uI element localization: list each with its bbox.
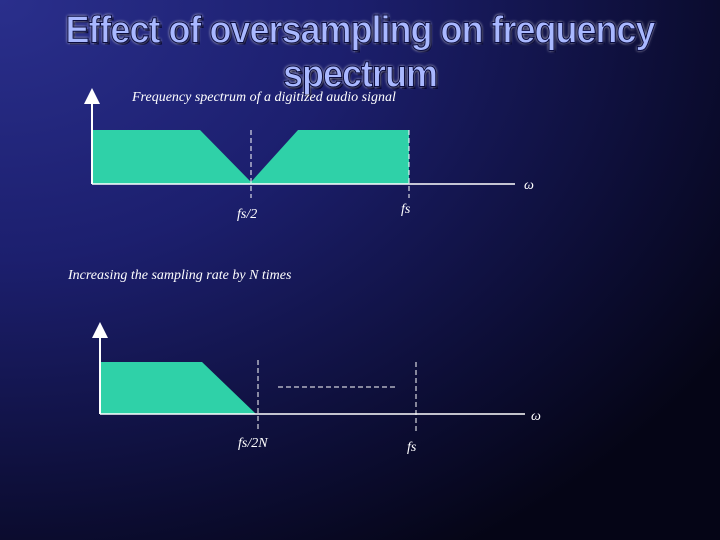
bottom-omega-label: ω bbox=[531, 409, 541, 424]
top-diagram-caption: Frequency spectrum of a digitized audio … bbox=[132, 90, 396, 105]
bottom-diagram: ω fs/2N fs bbox=[92, 322, 541, 455]
top-fs-label: fs bbox=[401, 202, 411, 217]
top-spectrum-shape bbox=[92, 130, 409, 184]
bottom-fs-over-2n-label: fs/2N bbox=[238, 436, 268, 451]
top-half-fs-label: fs/2 bbox=[237, 207, 257, 222]
top-diagram: ω fs/2 fs bbox=[84, 88, 534, 222]
top-omega-label: ω bbox=[524, 178, 534, 193]
bottom-spectrum-shape bbox=[100, 362, 256, 414]
slide-title: Effect of oversampling on frequency spec… bbox=[65, 7, 656, 96]
bottom-diagram-caption: Increasing the sampling rate by N times bbox=[68, 268, 292, 283]
bottom-fs-label: fs bbox=[407, 440, 417, 455]
